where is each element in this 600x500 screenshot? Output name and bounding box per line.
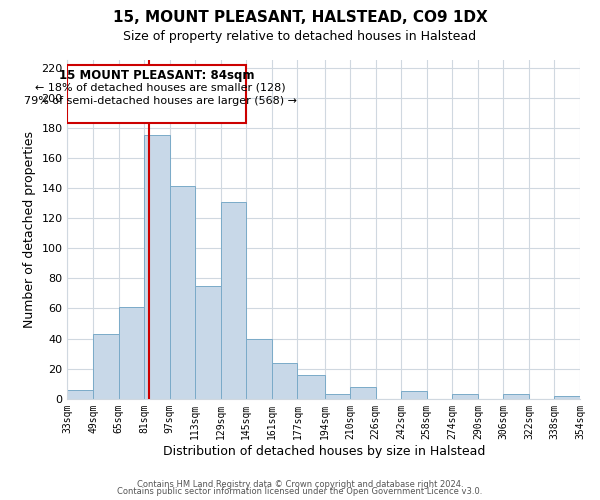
FancyBboxPatch shape [67, 64, 247, 123]
X-axis label: Distribution of detached houses by size in Halstead: Distribution of detached houses by size … [163, 444, 485, 458]
Bar [247, 338, 272, 399]
Bar [144, 136, 170, 399]
Bar [170, 186, 195, 399]
Bar [401, 392, 427, 399]
Text: ← 18% of detached houses are smaller (128): ← 18% of detached houses are smaller (12… [35, 82, 286, 92]
Bar [272, 362, 298, 399]
Text: 15, MOUNT PLEASANT, HALSTEAD, CO9 1DX: 15, MOUNT PLEASANT, HALSTEAD, CO9 1DX [113, 10, 487, 25]
Bar [93, 334, 119, 399]
Text: 79% of semi-detached houses are larger (568) →: 79% of semi-detached houses are larger (… [23, 96, 296, 106]
Text: 15 MOUNT PLEASANT: 84sqm: 15 MOUNT PLEASANT: 84sqm [59, 69, 254, 82]
Bar [119, 307, 144, 399]
Bar [325, 394, 350, 399]
Text: Size of property relative to detached houses in Halstead: Size of property relative to detached ho… [124, 30, 476, 43]
Bar [554, 396, 580, 399]
Text: Contains HM Land Registry data © Crown copyright and database right 2024.: Contains HM Land Registry data © Crown c… [137, 480, 463, 489]
Bar [298, 374, 325, 399]
Bar [195, 286, 221, 399]
Bar [350, 387, 376, 399]
Bar [503, 394, 529, 399]
Bar [452, 394, 478, 399]
Y-axis label: Number of detached properties: Number of detached properties [23, 131, 36, 328]
Bar [67, 390, 93, 399]
Text: Contains public sector information licensed under the Open Government Licence v3: Contains public sector information licen… [118, 487, 482, 496]
Bar [221, 202, 247, 399]
